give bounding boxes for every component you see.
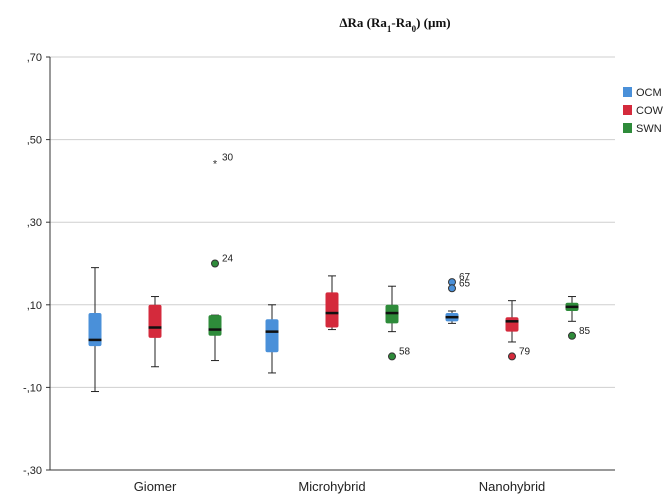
grid	[50, 56, 615, 388]
outlier-label: 67	[459, 272, 471, 283]
box-cow-nanohybrid: 79	[505, 300, 531, 361]
chart-title: ΔRa (Ra1-Ra0) (µm)	[339, 15, 450, 34]
box-body	[265, 319, 279, 353]
outlier-point	[388, 352, 396, 361]
outlier-star: *	[213, 158, 218, 170]
legend-swatch-cow	[623, 105, 632, 115]
y-tick-label: -,10	[23, 382, 42, 394]
y-tick-label: ,70	[27, 52, 42, 64]
legend-swatch-ocm	[623, 87, 632, 97]
box-swn-microhybrid: 58	[385, 285, 411, 361]
outlier-label: 79	[519, 346, 531, 357]
outlier-point	[568, 331, 576, 340]
y-tick-label: -,30	[23, 465, 42, 477]
box-body	[208, 315, 222, 336]
box-body	[148, 304, 162, 338]
category-label: Microhybrid	[298, 479, 365, 494]
legend-swatch-swn	[623, 123, 632, 133]
outlier-point	[211, 259, 219, 268]
y-axis: -,30 -,10 ,10 ,30 ,50 ,70	[23, 52, 615, 477]
x-axis: Giomer Microhybrid Nanohybrid	[134, 479, 546, 494]
box-body	[325, 292, 339, 328]
box-swn-giomer: * 30 24	[208, 152, 234, 362]
outlier-point	[508, 352, 516, 361]
category-label: Giomer	[134, 479, 177, 494]
y-tick-label: ,50	[27, 135, 42, 147]
outlier-label: 30	[222, 152, 234, 163]
legend-label-swn: SWN	[636, 123, 662, 135]
outlier-label: 85	[579, 326, 591, 337]
legend-label-cow: COW	[636, 105, 664, 117]
y-tick-label: ,30	[27, 217, 42, 229]
box-cow-microhybrid	[325, 275, 339, 331]
box-ocm-microhybrid	[265, 304, 279, 374]
outlier-label: 65	[459, 278, 471, 289]
legend: OCM COW SWN	[623, 87, 664, 135]
box-ocm-giomer	[88, 267, 102, 393]
box-body	[88, 313, 102, 347]
box-body	[505, 317, 519, 332]
category-label: Nanohybrid	[479, 479, 546, 494]
outlier-point	[448, 284, 456, 293]
box-cow-giomer	[148, 296, 162, 368]
legend-label-ocm: OCM	[636, 87, 662, 99]
y-tick-label: ,10	[27, 300, 42, 312]
box-swn-nanohybrid: 85	[565, 296, 591, 340]
outlier-label: 58	[399, 346, 411, 357]
outlier-label: 24	[222, 254, 234, 265]
